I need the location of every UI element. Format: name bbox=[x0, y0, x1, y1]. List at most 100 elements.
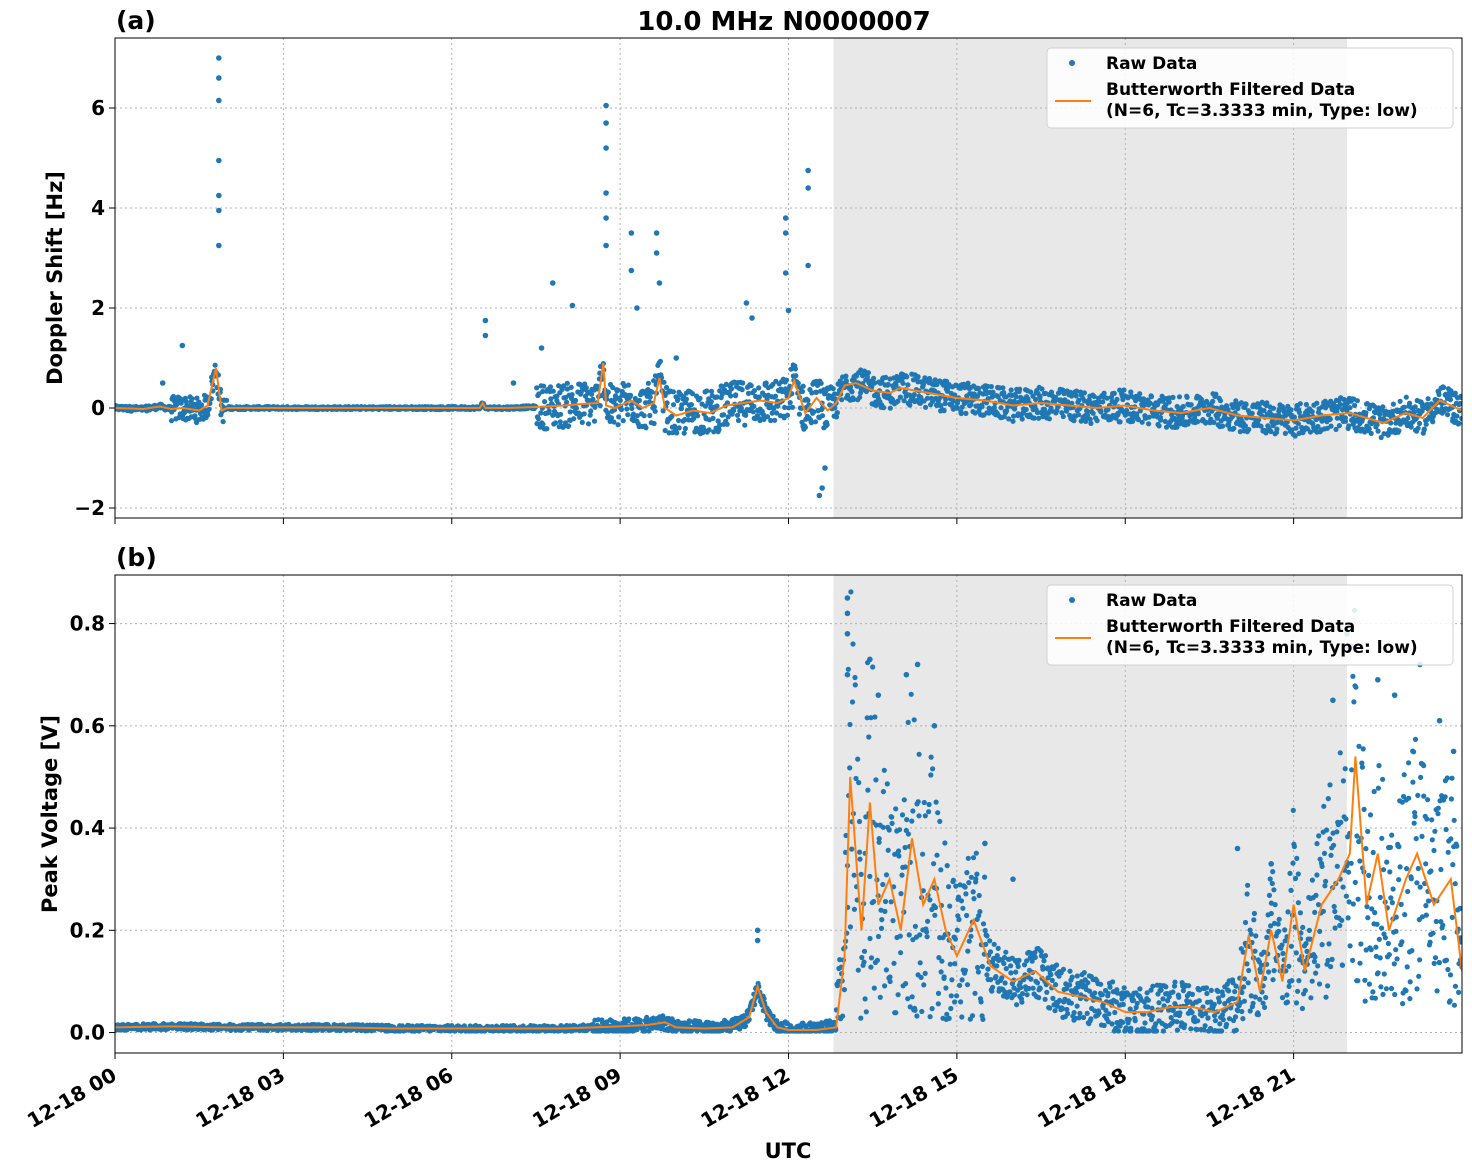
raw-data-point bbox=[1018, 984, 1024, 991]
raw-data-point bbox=[1092, 1008, 1098, 1014]
raw-data-point bbox=[873, 822, 879, 828]
raw-data-point bbox=[1148, 987, 1154, 993]
raw-data-point bbox=[739, 387, 745, 393]
raw-data-point bbox=[212, 362, 218, 368]
raw-data-spike bbox=[653, 230, 660, 236]
raw-data-point bbox=[1011, 413, 1017, 419]
raw-data-spike bbox=[743, 300, 750, 306]
raw-data-point bbox=[1106, 1011, 1112, 1017]
raw-data-point bbox=[1452, 390, 1458, 396]
raw-data-point bbox=[1019, 416, 1025, 422]
raw-data-point bbox=[536, 391, 542, 397]
raw-data-point bbox=[748, 383, 754, 389]
raw-data-point bbox=[1096, 1010, 1102, 1016]
raw-data-point bbox=[962, 884, 968, 890]
raw-data-point bbox=[1046, 416, 1052, 422]
raw-data-point bbox=[1177, 1010, 1183, 1016]
raw-data-point bbox=[988, 384, 995, 390]
raw-data-point bbox=[565, 423, 572, 429]
raw-data-point bbox=[1268, 923, 1274, 929]
filtered-data-line bbox=[115, 362, 1462, 425]
raw-data-point bbox=[624, 406, 630, 412]
raw-data-point bbox=[1013, 394, 1019, 400]
raw-data-point bbox=[1130, 997, 1136, 1003]
raw-data-point bbox=[1246, 967, 1252, 974]
raw-data-point bbox=[1081, 390, 1087, 396]
raw-data-point bbox=[834, 983, 841, 989]
raw-data-point bbox=[924, 934, 930, 940]
raw-data-point bbox=[896, 853, 902, 859]
raw-data-point bbox=[893, 382, 899, 388]
raw-data-point bbox=[1114, 396, 1120, 402]
raw-data-point bbox=[993, 974, 999, 980]
raw-data-point bbox=[1142, 1020, 1148, 1026]
raw-data-point bbox=[924, 929, 930, 935]
raw-data-point bbox=[1098, 409, 1104, 415]
raw-data-point bbox=[1271, 968, 1277, 974]
raw-data-point bbox=[1403, 394, 1409, 400]
raw-data-point bbox=[932, 377, 938, 383]
raw-data-point bbox=[887, 974, 893, 980]
raw-data-point bbox=[557, 419, 563, 425]
raw-data-point bbox=[1000, 385, 1006, 391]
raw-data-point bbox=[1201, 1027, 1207, 1033]
raw-data-point bbox=[990, 389, 996, 395]
raw-data-point bbox=[1036, 995, 1042, 1001]
raw-data-point bbox=[1170, 394, 1176, 400]
raw-data-point bbox=[1012, 406, 1018, 412]
raw-data-point bbox=[588, 408, 594, 414]
raw-data-point bbox=[198, 402, 205, 408]
raw-data-point bbox=[888, 899, 894, 905]
raw-data-point bbox=[1287, 870, 1293, 877]
raw-data-point bbox=[1293, 1000, 1300, 1006]
raw-data-point bbox=[1208, 987, 1214, 994]
raw-data-point bbox=[1011, 398, 1017, 404]
raw-data-point bbox=[1085, 980, 1091, 986]
raw-data-point bbox=[1105, 990, 1111, 997]
raw-data-point bbox=[1144, 990, 1150, 996]
raw-data-point bbox=[1454, 413, 1460, 419]
raw-data-point bbox=[1245, 980, 1251, 986]
raw-data-point bbox=[1127, 1006, 1133, 1012]
raw-data-point bbox=[935, 990, 942, 997]
raw-data-point bbox=[1232, 1014, 1239, 1020]
raw-data-point bbox=[1124, 407, 1130, 414]
raw-data-spike bbox=[603, 190, 609, 196]
raw-data-spike bbox=[216, 55, 222, 61]
raw-data-point bbox=[1447, 397, 1453, 403]
raw-data-point bbox=[1239, 1008, 1245, 1015]
raw-data-point bbox=[1105, 407, 1111, 413]
raw-data-point bbox=[1220, 992, 1226, 998]
raw-data-point bbox=[957, 982, 963, 989]
raw-data-point bbox=[908, 691, 914, 697]
raw-data-cloud bbox=[115, 589, 1462, 1034]
raw-data-point bbox=[995, 945, 1001, 952]
raw-data-point bbox=[893, 806, 899, 812]
raw-data-point bbox=[1233, 1027, 1239, 1033]
raw-data-point bbox=[876, 839, 882, 845]
raw-data-point bbox=[1132, 1018, 1138, 1024]
raw-data-point bbox=[1262, 1004, 1268, 1011]
raw-data-point bbox=[669, 413, 675, 419]
raw-data-point bbox=[1180, 988, 1186, 994]
raw-data-point bbox=[737, 1026, 743, 1032]
raw-data-point bbox=[683, 396, 690, 402]
raw-data-point bbox=[573, 405, 580, 411]
raw-data-point bbox=[921, 982, 927, 988]
raw-data-point bbox=[953, 883, 959, 889]
raw-data-point bbox=[917, 960, 923, 966]
raw-data-point bbox=[1166, 399, 1172, 405]
raw-data-point bbox=[991, 405, 997, 411]
raw-data-point bbox=[1189, 1009, 1195, 1015]
plot-area bbox=[115, 589, 1462, 1034]
raw-data-point bbox=[1458, 394, 1462, 400]
raw-data-point bbox=[980, 921, 987, 927]
raw-data-point bbox=[1107, 984, 1113, 990]
raw-data-point bbox=[1036, 415, 1042, 421]
raw-data-point bbox=[1186, 983, 1192, 989]
raw-data-point bbox=[1146, 414, 1152, 420]
raw-data-point bbox=[968, 402, 974, 408]
raw-data-point bbox=[691, 415, 697, 421]
y-tick-label: 2 bbox=[91, 296, 105, 320]
raw-data-point bbox=[1226, 988, 1232, 994]
